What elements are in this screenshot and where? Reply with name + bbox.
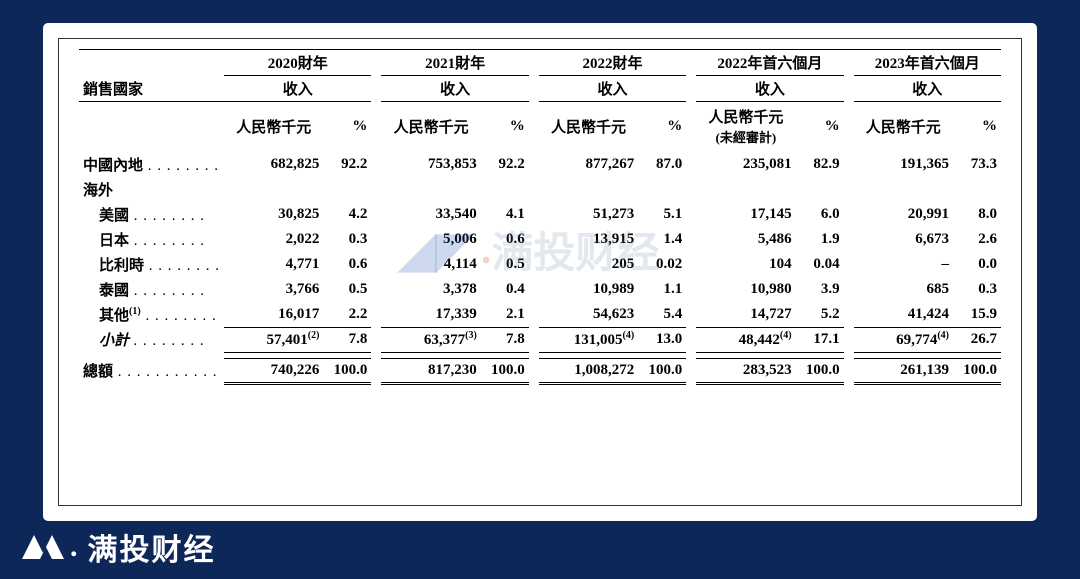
- row-japan: 日本 2,0220.3 5,0060.6 13,9151.4 5,4861.9 …: [79, 227, 1001, 252]
- document-frame: ◢◤ . 满投财经 2020財年 2021財年: [40, 20, 1040, 524]
- unit-5: 人民幣千元: [854, 102, 953, 153]
- row-overseas-header: 海外: [79, 177, 1001, 202]
- unit-2: 人民幣千元: [381, 102, 480, 153]
- unit-3: 人民幣千元: [539, 102, 638, 153]
- rev-label-5: 收入: [854, 76, 1001, 102]
- row-total: 總額 740,226100.0 817,230100.0 1,008,27210…: [79, 358, 1001, 383]
- period-header-3: 2022財年: [539, 50, 686, 76]
- brand-name: 满投财经: [88, 525, 216, 569]
- period-header-1: 2020財年: [224, 50, 371, 76]
- inner-border: ◢◤ . 满投财经 2020財年 2021財年: [58, 38, 1022, 506]
- brand-footer: . 满投财经: [20, 525, 216, 569]
- rev-label-3: 收入: [539, 76, 686, 102]
- brand-logo-icon: [20, 529, 68, 565]
- rev-label-1: 收入: [224, 76, 371, 102]
- period-header-5: 2023年首六個月: [854, 50, 1001, 76]
- pct-5: %: [953, 102, 1001, 153]
- period-header-2: 2021財年: [381, 50, 528, 76]
- unit-1: 人民幣千元: [224, 102, 323, 153]
- unit-4: 人民幣千元(未經審計): [696, 102, 795, 153]
- pct-2: %: [481, 102, 529, 153]
- table-container: ◢◤ . 满投财经 2020財年 2021財年: [59, 39, 1021, 395]
- pct-3: %: [638, 102, 686, 153]
- rev-label-2: 收入: [381, 76, 528, 102]
- pct-1: %: [323, 102, 371, 153]
- row-usa: 美國 30,8254.2 33,5404.1 51,2735.1 17,1456…: [79, 202, 1001, 227]
- pct-4: %: [796, 102, 844, 153]
- rev-label-4: 收入: [696, 76, 843, 102]
- row-belgium: 比利時 4,7710.6 4,1140.5 2050.02 1040.04 –0…: [79, 252, 1001, 277]
- row-others: 其他(1) 16,0172.2 17,3392.1 54,6235.4 14,7…: [79, 302, 1001, 327]
- row-header-label: 銷售國家: [79, 76, 224, 102]
- revenue-table: 2020財年 2021財年 2022財年 2022年首六個月 2023年首六個月…: [79, 49, 1001, 385]
- row-thailand: 泰國 3,7660.5 3,3780.4 10,9891.1 10,9803.9…: [79, 277, 1001, 302]
- period-header-4: 2022年首六個月: [696, 50, 843, 76]
- row-china: 中國內地 682,82592.2 753,85392.2 877,26787.0…: [79, 152, 1001, 177]
- row-subtotal: 小計 57,401(2)7.8 63,377(3)7.8 131,005(4)1…: [79, 327, 1001, 352]
